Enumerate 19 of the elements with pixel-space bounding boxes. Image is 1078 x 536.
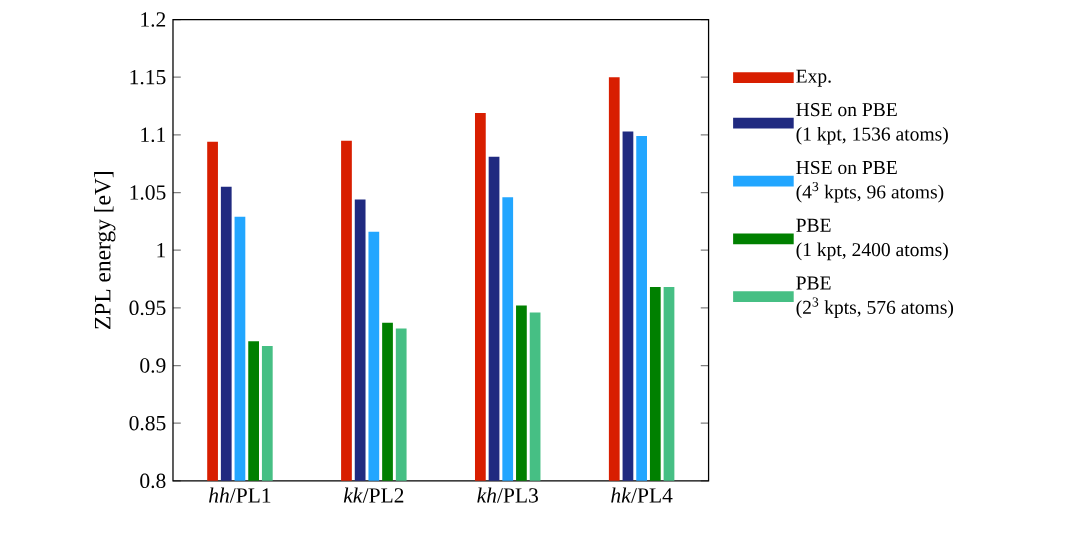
x-tick-label: kk/PL2 bbox=[343, 487, 404, 503]
y-tick-label: 0.9 bbox=[140, 358, 166, 374]
x-tick-label: hh/PL1 bbox=[209, 487, 271, 503]
legend-label: PBE (1 kpt, 2400 atoms) bbox=[796, 219, 948, 261]
y-tick-label: 0.85 bbox=[129, 416, 166, 431]
y-tick-label: 1.05 bbox=[130, 185, 166, 201]
y-tick-label: 1.1 bbox=[141, 127, 165, 143]
y-tick-label: 1.2 bbox=[141, 12, 166, 28]
x-tick-label: kh/PL3 bbox=[477, 487, 538, 503]
legend-label: Exp. bbox=[796, 69, 831, 87]
legend-label: PBE (2$^{3}$ kpts, 576 atoms) bbox=[796, 276, 954, 319]
y-tick-label: 1.15 bbox=[130, 70, 166, 85]
y-tick-label: 0.8 bbox=[140, 473, 166, 489]
y-axis-title: ZPL energy [eV] bbox=[94, 172, 116, 330]
y-tick-label: 1 bbox=[157, 243, 165, 258]
legend-label: HSE on PBE (4$^{3}$ kpts, 96 atoms) bbox=[796, 161, 944, 203]
legend-label: HSE on PBE (1 kpt, 1536 atoms) bbox=[796, 103, 948, 145]
y-tick-label: 0.95 bbox=[129, 300, 166, 316]
x-tick-label: hk/PL4 bbox=[611, 487, 673, 503]
